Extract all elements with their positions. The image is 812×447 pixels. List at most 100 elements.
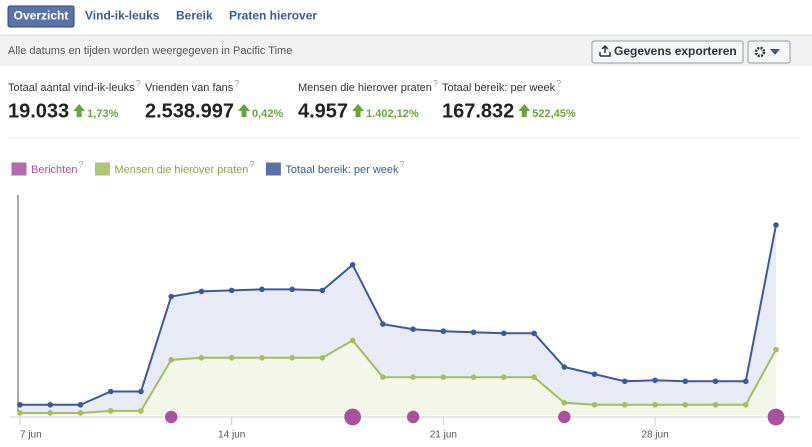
point (742, 401, 749, 408)
help-mark: ? (136, 78, 141, 88)
post-dot (558, 410, 571, 424)
point (682, 401, 689, 408)
point (591, 401, 598, 408)
tab-active-bg (7, 5, 75, 28)
point (259, 354, 265, 361)
help-mark: ? (433, 78, 438, 88)
point (712, 401, 719, 408)
stat-label: Totaal bereik: per week (442, 82, 556, 94)
stat-label: Mensen die hierover praten (298, 82, 432, 94)
point (380, 374, 386, 381)
legend-swatch (94, 162, 110, 176)
tab[interactable]: Overzicht (14, 9, 69, 23)
point (168, 293, 174, 300)
point (501, 330, 507, 337)
stat-label: Vrienden van fans (145, 82, 234, 94)
x-tick-label: 14 jun (218, 430, 245, 441)
timezone-note: Alle datums en tijden worden weergegeven… (8, 45, 292, 57)
point (198, 288, 205, 295)
point (440, 328, 447, 335)
help-mark: ? (234, 78, 239, 88)
line (20, 224, 777, 406)
export-button[interactable] (591, 40, 744, 64)
point (349, 262, 356, 268)
legend-swatch (11, 162, 27, 176)
point (501, 374, 507, 381)
point (773, 346, 779, 353)
x-tick-label: 21 jun (430, 430, 457, 441)
point (742, 378, 749, 385)
point (682, 378, 689, 385)
post-dot (406, 410, 420, 424)
tab[interactable]: Bereik (176, 9, 213, 23)
stat-label: Totaal aantal vind-ik-leuks (8, 82, 135, 94)
point (622, 378, 628, 385)
up-arrow (518, 104, 531, 117)
point (652, 377, 658, 384)
help-mark: ? (400, 159, 405, 169)
point (107, 388, 114, 395)
point (289, 354, 295, 361)
point (349, 337, 356, 344)
stat-value: 4.957 (298, 100, 348, 122)
tab[interactable]: Vind-ik-leuks (85, 9, 160, 23)
stat-change: 1.402,12% (366, 108, 419, 120)
point (47, 401, 54, 408)
chart: 7 jun 14 jun 21 jun 28 jun (10, 195, 800, 441)
point (440, 374, 447, 381)
export-icon (599, 44, 611, 57)
point (138, 408, 144, 414)
post-dot (165, 410, 178, 424)
post-dot (344, 408, 362, 426)
point (531, 374, 537, 381)
point (652, 401, 658, 408)
point (77, 410, 84, 416)
point (289, 286, 295, 293)
stat-change: 522,45% (532, 108, 576, 120)
point (17, 401, 23, 408)
point (319, 354, 326, 361)
point (561, 399, 568, 406)
point (561, 364, 568, 370)
help-mark: ? (249, 159, 254, 169)
point (77, 401, 84, 408)
settings-button[interactable] (747, 40, 791, 64)
post-dot (767, 408, 785, 426)
point (107, 408, 114, 414)
up-arrow (237, 104, 250, 117)
legend-label: Totaal bereik: per week (285, 164, 399, 176)
x-tick-label: 7 jun (20, 430, 42, 441)
gear-icon (754, 46, 766, 58)
stats: Totaal aantal vind-ik-leuks ? 19.033 1,73% V… (8, 78, 576, 122)
point (591, 371, 598, 377)
tab[interactable]: Praten hierover (229, 9, 317, 23)
stat-change: 1,73% (87, 108, 118, 120)
help-mark: ? (556, 78, 561, 88)
point (198, 354, 205, 361)
point (47, 410, 54, 416)
export-label: Gegevens exporteren (614, 44, 737, 58)
up-arrow (352, 104, 365, 117)
point (773, 222, 779, 228)
point (228, 354, 235, 361)
point (259, 286, 265, 293)
point (622, 401, 628, 408)
point (410, 326, 416, 332)
point (168, 357, 174, 363)
help-mark: ? (78, 159, 83, 169)
stat-change: 0,42% (252, 108, 283, 120)
dropdown-arrow (770, 49, 780, 55)
stat-value: 19.033 (8, 100, 69, 122)
x-tick-label: 28 jun (641, 430, 668, 441)
point (410, 374, 416, 381)
point (380, 321, 386, 327)
point (712, 378, 719, 385)
point (470, 329, 477, 336)
legend: Berichten? Mensen die hierover praten? Tot… (11, 159, 405, 176)
point (17, 410, 23, 416)
stat-value: 2.538.997 (145, 100, 234, 122)
point (531, 330, 537, 337)
point (138, 388, 144, 395)
up-arrow (73, 104, 86, 117)
